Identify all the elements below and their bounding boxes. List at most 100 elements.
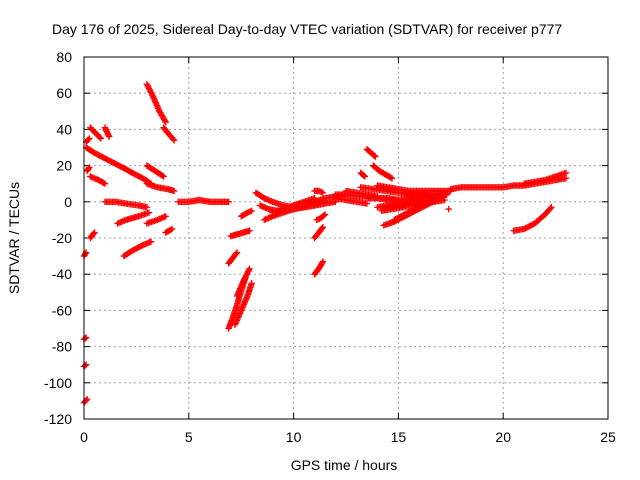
x-tick-label: 5 bbox=[185, 429, 193, 445]
data-point bbox=[81, 335, 89, 342]
data-point bbox=[241, 275, 248, 282]
data-point bbox=[319, 258, 327, 265]
data-point bbox=[147, 238, 155, 245]
data-point bbox=[361, 173, 369, 180]
data-point bbox=[91, 229, 98, 236]
grid-lines bbox=[84, 57, 608, 419]
data-point bbox=[245, 266, 253, 274]
data-point bbox=[81, 362, 89, 369]
data-point bbox=[225, 198, 232, 205]
y-tick-label: -60 bbox=[52, 302, 72, 318]
data-point bbox=[547, 205, 554, 212]
series-arc-05 bbox=[87, 229, 98, 242]
series-arc-21 bbox=[162, 225, 176, 236]
data-point bbox=[143, 80, 151, 88]
data-point bbox=[170, 137, 178, 144]
data-point bbox=[86, 135, 93, 142]
series-arc-36 bbox=[313, 211, 329, 224]
y-tick-labels: -120 -100 -80 -60 -40 -20 0 20 40 60 80 bbox=[44, 49, 72, 427]
series-arc-01 bbox=[80, 334, 90, 343]
data-point bbox=[562, 169, 570, 177]
data-point bbox=[363, 200, 371, 207]
series-arc-10 bbox=[87, 173, 109, 187]
series-arc-28 bbox=[238, 207, 255, 220]
y-tick-label: 40 bbox=[56, 121, 72, 137]
data-point bbox=[360, 172, 368, 179]
series-arc-45 bbox=[374, 182, 454, 195]
data-point bbox=[162, 118, 169, 126]
series-arc-23 bbox=[227, 227, 253, 240]
y-tick-label: 20 bbox=[56, 158, 72, 174]
series-arc-27 bbox=[233, 265, 253, 300]
x-tick-labels: 0 5 10 15 20 25 bbox=[80, 429, 616, 445]
data-points bbox=[80, 80, 570, 406]
series-arc-55 bbox=[510, 204, 555, 234]
data-point bbox=[160, 173, 167, 180]
x-tick-label: 0 bbox=[80, 429, 88, 445]
series-arc-07 bbox=[83, 164, 93, 175]
series-arc-17 bbox=[160, 124, 178, 144]
data-point bbox=[242, 272, 250, 280]
x-tick-label: 10 bbox=[286, 429, 302, 445]
data-point bbox=[145, 85, 153, 92]
series-arc-16 bbox=[143, 80, 169, 126]
data-point bbox=[243, 271, 250, 278]
data-point bbox=[145, 83, 152, 91]
data-point bbox=[562, 175, 570, 182]
data-point bbox=[318, 225, 326, 232]
data-point bbox=[248, 207, 255, 215]
y-tick-label: -80 bbox=[52, 339, 72, 355]
series-arc-09 bbox=[82, 144, 136, 177]
data-point bbox=[371, 152, 378, 159]
series-arc-52 bbox=[445, 205, 452, 213]
series-arc-41 bbox=[357, 169, 369, 180]
data-point bbox=[82, 250, 89, 257]
series-arc-37 bbox=[311, 187, 327, 196]
series-arc-14 bbox=[120, 238, 155, 260]
y-tick-label: 0 bbox=[64, 194, 72, 210]
series-arc-24 bbox=[225, 249, 241, 267]
data-point bbox=[548, 204, 555, 211]
data-point bbox=[169, 135, 177, 143]
data-point bbox=[242, 274, 249, 281]
data-point bbox=[159, 172, 166, 179]
data-point bbox=[320, 212, 328, 219]
data-point bbox=[147, 89, 155, 96]
data-point bbox=[321, 211, 329, 218]
data-point bbox=[240, 278, 247, 285]
series-arc-12 bbox=[101, 198, 151, 211]
data-point bbox=[96, 134, 103, 141]
data-point bbox=[232, 250, 240, 257]
chart-title: Day 176 of 2025, Sidereal Day-to-day VTE… bbox=[52, 21, 562, 37]
data-point bbox=[445, 205, 452, 213]
data-point bbox=[148, 90, 155, 98]
data-point bbox=[167, 226, 174, 233]
data-point bbox=[83, 395, 91, 403]
series-arc-39 bbox=[332, 194, 371, 207]
series-arc-03 bbox=[80, 395, 91, 406]
data-point bbox=[443, 191, 450, 198]
data-point bbox=[233, 249, 241, 256]
data-point bbox=[168, 225, 176, 233]
data-point bbox=[248, 280, 255, 287]
series-arc-22 bbox=[175, 196, 232, 205]
series-arc-35 bbox=[311, 223, 327, 242]
series-arc-18 bbox=[143, 162, 167, 180]
data-point bbox=[144, 82, 151, 89]
data-point bbox=[319, 259, 326, 266]
data-point bbox=[388, 175, 396, 182]
data-point bbox=[145, 209, 153, 216]
y-tick-label: -40 bbox=[52, 266, 72, 282]
data-point bbox=[246, 227, 253, 234]
x-axis-label: GPS time / hours bbox=[291, 457, 398, 473]
series-arc-19 bbox=[143, 180, 178, 195]
data-point bbox=[244, 268, 252, 275]
series-arc-51 bbox=[391, 191, 450, 224]
series-arc-43 bbox=[370, 162, 396, 182]
data-point bbox=[90, 230, 97, 237]
data-point bbox=[161, 117, 169, 125]
series-arc-34 bbox=[311, 258, 327, 278]
data-point bbox=[86, 164, 93, 171]
series-arc-42 bbox=[363, 146, 379, 160]
